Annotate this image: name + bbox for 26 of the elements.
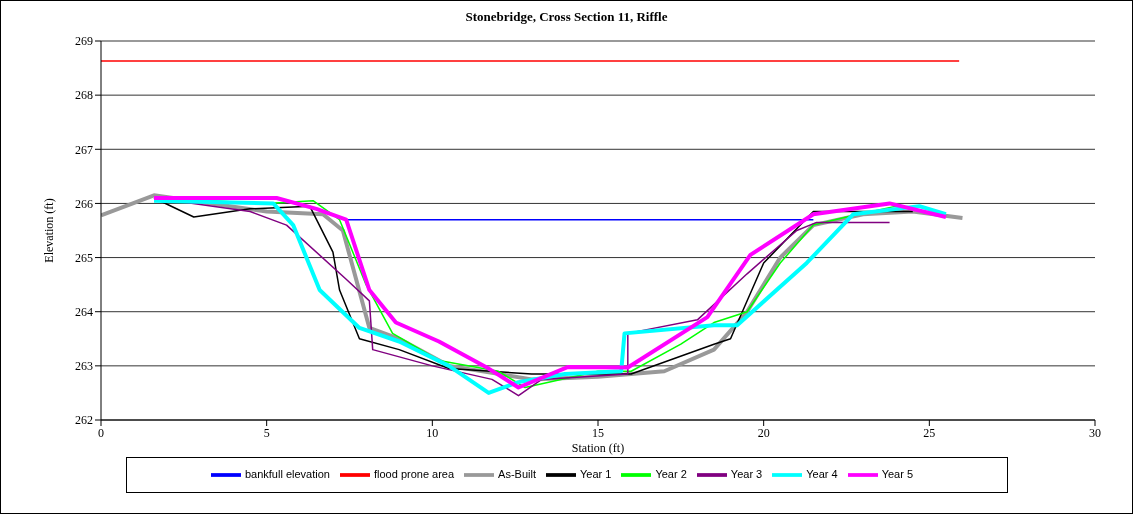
legend-label: As-Built — [498, 467, 536, 480]
y-tick-label: 265 — [75, 250, 93, 265]
chart-title: Stonebridge, Cross Section 11, Riffle — [464, 9, 669, 25]
y-tick-label: 266 — [75, 196, 93, 211]
y-axis-title: Elevation (ft) — [42, 198, 57, 263]
y-tick-label: 263 — [75, 359, 93, 374]
legend-label: Year 4 — [806, 467, 838, 480]
y-tick-label: 262 — [75, 413, 93, 428]
x-tick-label: 20 — [757, 425, 770, 440]
legend-label: flood prone area — [373, 467, 455, 480]
legend-label: Year 5 — [881, 467, 914, 480]
legend-label: bankfull elevation — [244, 467, 330, 480]
y-tick-label: 264 — [75, 304, 93, 319]
legend-label: Year 2 — [655, 467, 687, 480]
x-tick-label: 5 — [263, 425, 270, 440]
x-tick-label: 15 — [592, 425, 604, 440]
legend-label: Year 3 — [730, 467, 763, 480]
x-tick-label: 30 — [1089, 425, 1101, 440]
x-tick-label: 25 — [923, 425, 936, 440]
x-tick-label: 10 — [426, 425, 439, 440]
legend-label: Year 1 — [580, 467, 612, 480]
x-tick-label: 0 — [98, 425, 104, 440]
y-tick-label: 268 — [75, 88, 93, 103]
y-tick-label: 267 — [75, 142, 93, 157]
y-tick-label: 269 — [75, 34, 93, 49]
x-axis-title: Station (ft) — [571, 441, 625, 455]
